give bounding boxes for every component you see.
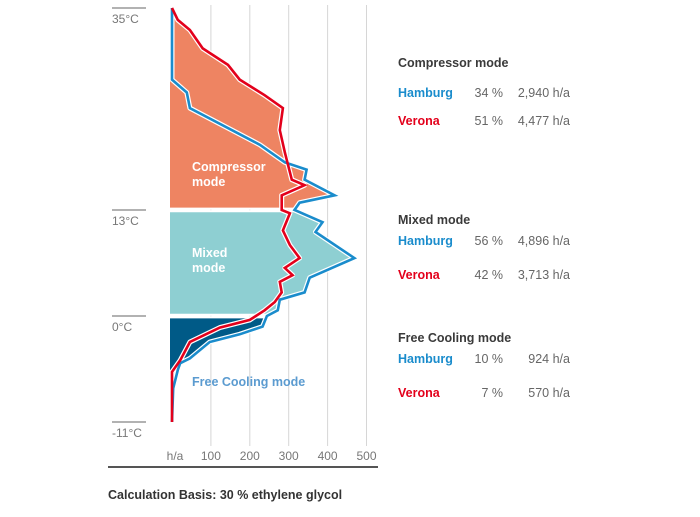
legend: Compressor mode Hamburg 34 % 2,940 h/a Veron… — [398, 56, 570, 400]
legend-hours: 2,940 h/a — [518, 86, 570, 100]
legend-title: Free Cooling mode — [398, 331, 511, 345]
mode-bands — [168, 7, 357, 422]
legend-percent: 34 % — [475, 86, 504, 100]
legend-percent: 42 % — [475, 268, 504, 282]
x-tick-label: 200 — [240, 449, 260, 463]
y-axis: 35°C 13°C 0°C -11°C — [112, 7, 146, 440]
legend-percent: 56 % — [475, 234, 504, 248]
legend-hours: 3,713 h/a — [518, 268, 570, 282]
mode-label: Mixed — [192, 246, 227, 260]
x-tick-label: 300 — [279, 449, 299, 463]
legend-city: Hamburg — [398, 234, 453, 248]
legend-group: Mixed mode Hamburg 56 % 4,896 h/a Verona 42 %… — [398, 213, 570, 282]
legend-city: Hamburg — [398, 86, 453, 100]
legend-city: Verona — [398, 386, 441, 400]
legend-hours: 4,896 h/a — [518, 234, 570, 248]
x-tick-label: 400 — [318, 449, 338, 463]
series-line-hamburg — [170, 8, 358, 423]
legend-group: Compressor mode Hamburg 34 % 2,940 h/a Veron… — [398, 56, 570, 128]
series-lines — [169, 6, 358, 423]
legend-city: Hamburg — [398, 352, 453, 366]
legend-title: Compressor mode — [398, 56, 508, 70]
legend-hours: 4,477 h/a — [518, 114, 570, 128]
x-unit-label: h/a — [167, 449, 184, 463]
y-tick-label: 13°C — [112, 214, 139, 228]
x-tick-label: 100 — [201, 449, 221, 463]
legend-percent: 51 % — [475, 114, 504, 128]
legend-city: Verona — [398, 268, 441, 282]
legend-hours: 924 h/a — [528, 352, 570, 366]
legend-hours: 570 h/a — [528, 386, 570, 400]
x-tick-label: 500 — [356, 449, 376, 463]
legend-title: Mixed mode — [398, 213, 470, 227]
legend-percent: 7 % — [481, 386, 503, 400]
x-axis: h/a 100 200 300 400 500 — [167, 449, 377, 463]
legend-percent: 10 % — [475, 352, 504, 366]
y-tick-label: 0°C — [112, 320, 132, 334]
legend-group: Free Cooling mode Hamburg 10 % 924 h/a Veron… — [398, 331, 570, 400]
mode-label: Compressor — [192, 160, 266, 174]
y-tick-label: -11°C — [112, 426, 142, 440]
mode-label: mode — [192, 175, 225, 189]
mode-label: Free Cooling mode — [192, 375, 305, 389]
caption: Calculation Basis: 30 % ethylene glycol — [108, 488, 342, 502]
legend-city: Verona — [398, 114, 441, 128]
series-line-verona — [170, 7, 308, 422]
mode-label: mode — [192, 261, 225, 275]
y-tick-label: 35°C — [112, 12, 139, 26]
